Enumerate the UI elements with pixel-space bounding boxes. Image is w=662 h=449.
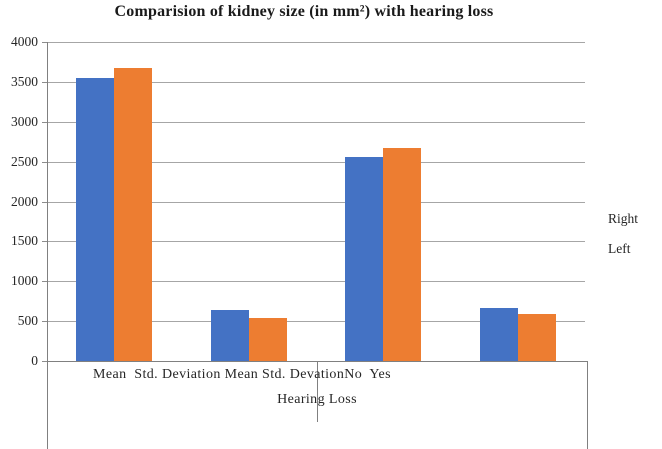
gridline-2000 bbox=[47, 201, 585, 203]
y-tick-label-0: 0 bbox=[31, 353, 38, 368]
y-tick-4000 bbox=[42, 42, 47, 43]
legend-item-right: Right bbox=[608, 211, 639, 226]
gridline-3000 bbox=[47, 121, 585, 123]
category-right-border bbox=[587, 361, 588, 449]
plot-area bbox=[42, 42, 585, 362]
y-tick-label-2500: 2500 bbox=[11, 153, 38, 169]
y-tick-500 bbox=[42, 321, 47, 323]
y-tick-label-1500: 1500 bbox=[11, 233, 38, 249]
gridline-1000 bbox=[47, 281, 585, 283]
chart-title: Comparision of kidney size (in mm²) with… bbox=[114, 3, 494, 20]
gridline-500 bbox=[47, 321, 585, 323]
y-tick-label-500: 500 bbox=[17, 313, 38, 329]
y-tick-3000 bbox=[42, 121, 47, 123]
y-tick-1500 bbox=[42, 241, 47, 243]
gridline-4000 bbox=[47, 42, 585, 43]
bar-left-3 bbox=[517, 314, 556, 361]
y-axis-line bbox=[47, 42, 48, 449]
bar-right-3 bbox=[479, 307, 518, 361]
y-axis-labels: 0 500 1000 1500 2000 2500 3000 3500 4000 bbox=[0, 0, 40, 449]
bar-right-0 bbox=[76, 77, 115, 361]
y-tick-3500 bbox=[42, 81, 47, 83]
bar-right-2 bbox=[345, 156, 384, 361]
y-tick-1000 bbox=[42, 281, 47, 283]
bar-right-1 bbox=[210, 309, 249, 361]
legend-item-left: Left bbox=[608, 241, 631, 256]
x-axis-group-label: Hearing Loss bbox=[277, 392, 357, 407]
y-tick-label-1000: 1000 bbox=[11, 273, 38, 289]
legend: Right Left bbox=[608, 211, 638, 271]
bar-left-2 bbox=[383, 148, 422, 361]
gridline-1500 bbox=[47, 241, 585, 243]
category-divider-line bbox=[317, 361, 318, 422]
y-tick-0 bbox=[42, 361, 47, 362]
bar-left-0 bbox=[114, 68, 153, 361]
gridline-2500 bbox=[47, 161, 585, 163]
y-tick-label-3500: 3500 bbox=[11, 73, 38, 89]
x-axis-category-labels: Mean Std. Deviation Mean Std. DevationNo… bbox=[93, 367, 391, 382]
gridline-3500 bbox=[47, 81, 585, 83]
y-tick-label-2000: 2000 bbox=[11, 193, 38, 209]
y-tick-label-3000: 3000 bbox=[11, 113, 38, 129]
y-tick-2000 bbox=[42, 201, 47, 203]
bar-left-1 bbox=[248, 318, 287, 361]
y-tick-label-4000: 4000 bbox=[11, 34, 38, 49]
y-tick-2500 bbox=[42, 161, 47, 163]
